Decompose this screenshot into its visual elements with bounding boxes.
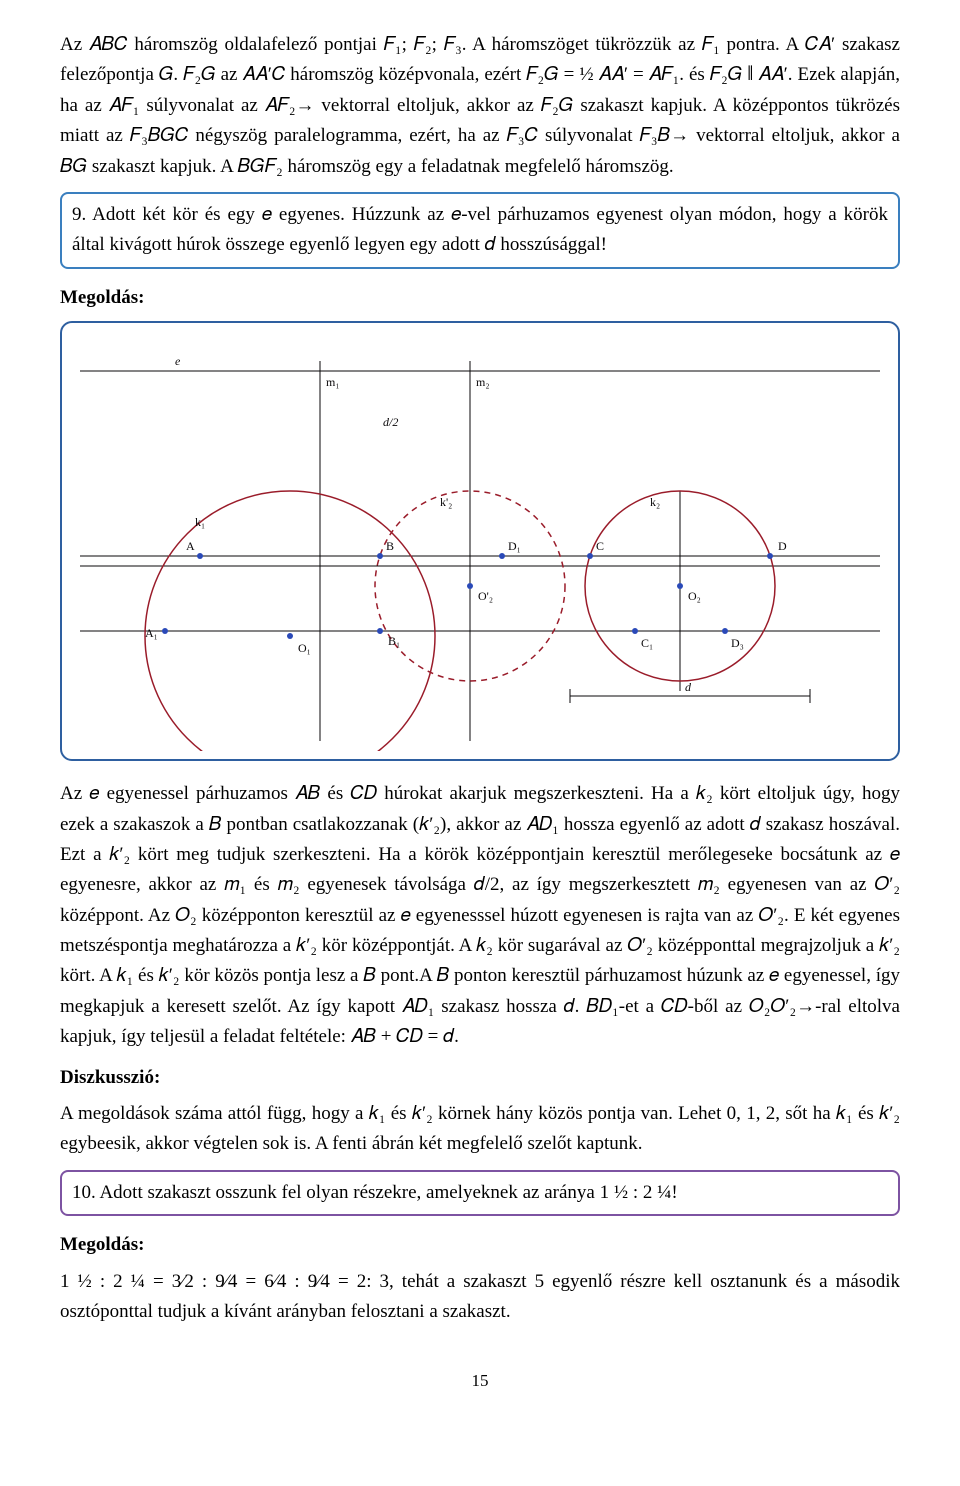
svg-text:k₁: k₁	[195, 515, 205, 529]
svg-text:k₂: k₂	[650, 495, 660, 509]
figure-frame: e m₁ m₂ d/2 d Ak₁ B D₁ C Dk'₂ k₂ O'₂ O₂ A₁ O₁ B₁ C₁ D₃	[60, 321, 900, 761]
page: Az 𝐴𝐵𝐶 háromszög oldalafelező pontjai 𝐹₁…	[0, 0, 960, 1425]
page-number: 15	[60, 1367, 900, 1394]
svg-text:D₃: D₃	[731, 636, 744, 650]
problem-9-text: 9. Adott két kör és egy 𝑒 egyenes. Húzzu…	[72, 204, 888, 255]
svg-text:O₁: O₁	[298, 641, 311, 655]
svg-text:C: C	[596, 539, 604, 553]
svg-text:D₁: D₁	[508, 539, 521, 553]
svg-text:A₁: A₁	[145, 626, 158, 640]
svg-text:m₂: m₂	[476, 375, 490, 389]
problem-9-box: 9. Adott két kör és egy 𝑒 egyenes. Húzzu…	[60, 192, 900, 269]
svg-text:C₁: C₁	[641, 636, 653, 650]
geometry-figure: e m₁ m₂ d/2 d Ak₁ B D₁ C Dk'₂ k₂ O'₂ O₂ A₁ O₁ B₁ C₁ D₃	[70, 331, 890, 751]
svg-text:d/2: d/2	[383, 415, 398, 429]
problem-10-text: 10. Adott szakaszt osszunk fel olyan rés…	[72, 1182, 678, 1203]
svg-text:d: d	[685, 680, 692, 694]
intro-paragraph: Az 𝐴𝐵𝐶 háromszög oldalafelező pontjai 𝐹₁…	[60, 30, 900, 182]
svg-text:k'₂: k'₂	[440, 495, 452, 509]
solution-10-header: Megoldás:	[60, 1230, 900, 1260]
svg-text:m₁: m₁	[326, 375, 340, 389]
solution-9-header: Megoldás:	[60, 283, 900, 313]
svg-text:e: e	[175, 354, 181, 368]
svg-text:A: A	[186, 539, 195, 553]
solution-10-paragraph: 1 ½ : 2 ¼ = 3⁄2 : 9⁄4 = 6⁄4 : 9⁄4 = 2: 3…	[60, 1267, 900, 1328]
svg-text:O₂: O₂	[688, 589, 701, 603]
svg-text:B₁: B₁	[388, 634, 400, 648]
problem-10-box: 10. Adott szakaszt osszunk fel olyan rés…	[60, 1170, 900, 1216]
solution-9-paragraph: Az 𝑒 egyenessel párhuzamos 𝐴𝐵 és 𝐶𝐷 húro…	[60, 779, 900, 1053]
discussion-9-header: Diszkusszió:	[60, 1063, 900, 1093]
svg-text:B: B	[386, 539, 394, 553]
discussion-9-paragraph: A megoldások száma attól függ, hogy a 𝑘₁…	[60, 1099, 900, 1160]
svg-text:O'₂: O'₂	[478, 589, 493, 603]
svg-text:D: D	[778, 539, 787, 553]
